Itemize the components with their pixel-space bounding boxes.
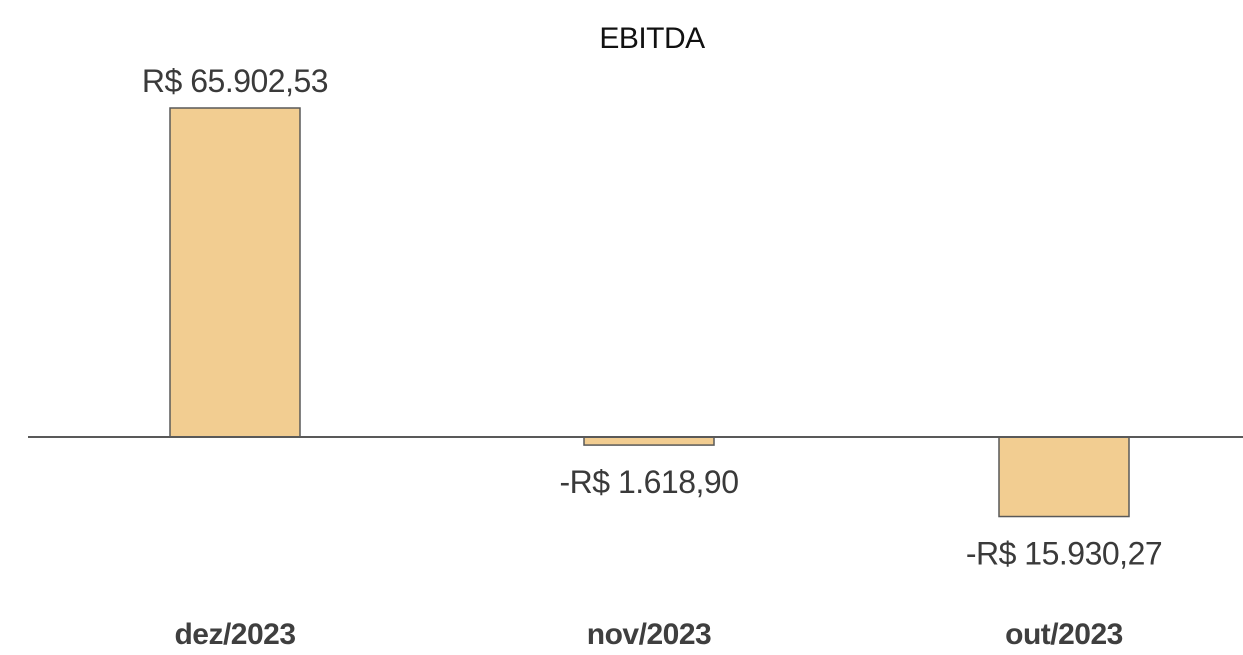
value-label: R$ 65.902,53	[142, 63, 328, 99]
bar-dez-2023	[169, 107, 301, 438]
bar-nov-2023	[583, 436, 715, 446]
bars-group	[169, 107, 1130, 518]
category-label: nov/2023	[587, 618, 711, 650]
category-label: out/2023	[1005, 618, 1123, 650]
chart-title: EBITDA	[599, 22, 705, 55]
category-labels-group: dez/2023 nov/2023 out/2023	[174, 618, 1123, 651]
category-label: dez/2023	[174, 618, 295, 650]
bar-out-2023	[998, 436, 1130, 518]
value-label: -R$ 15.930,27	[966, 536, 1162, 572]
value-labels-group: R$ 65.902,53 -R$ 1.618,90 -R$ 15.930,27	[142, 63, 1163, 572]
value-label: -R$ 1.618,90	[559, 464, 738, 500]
